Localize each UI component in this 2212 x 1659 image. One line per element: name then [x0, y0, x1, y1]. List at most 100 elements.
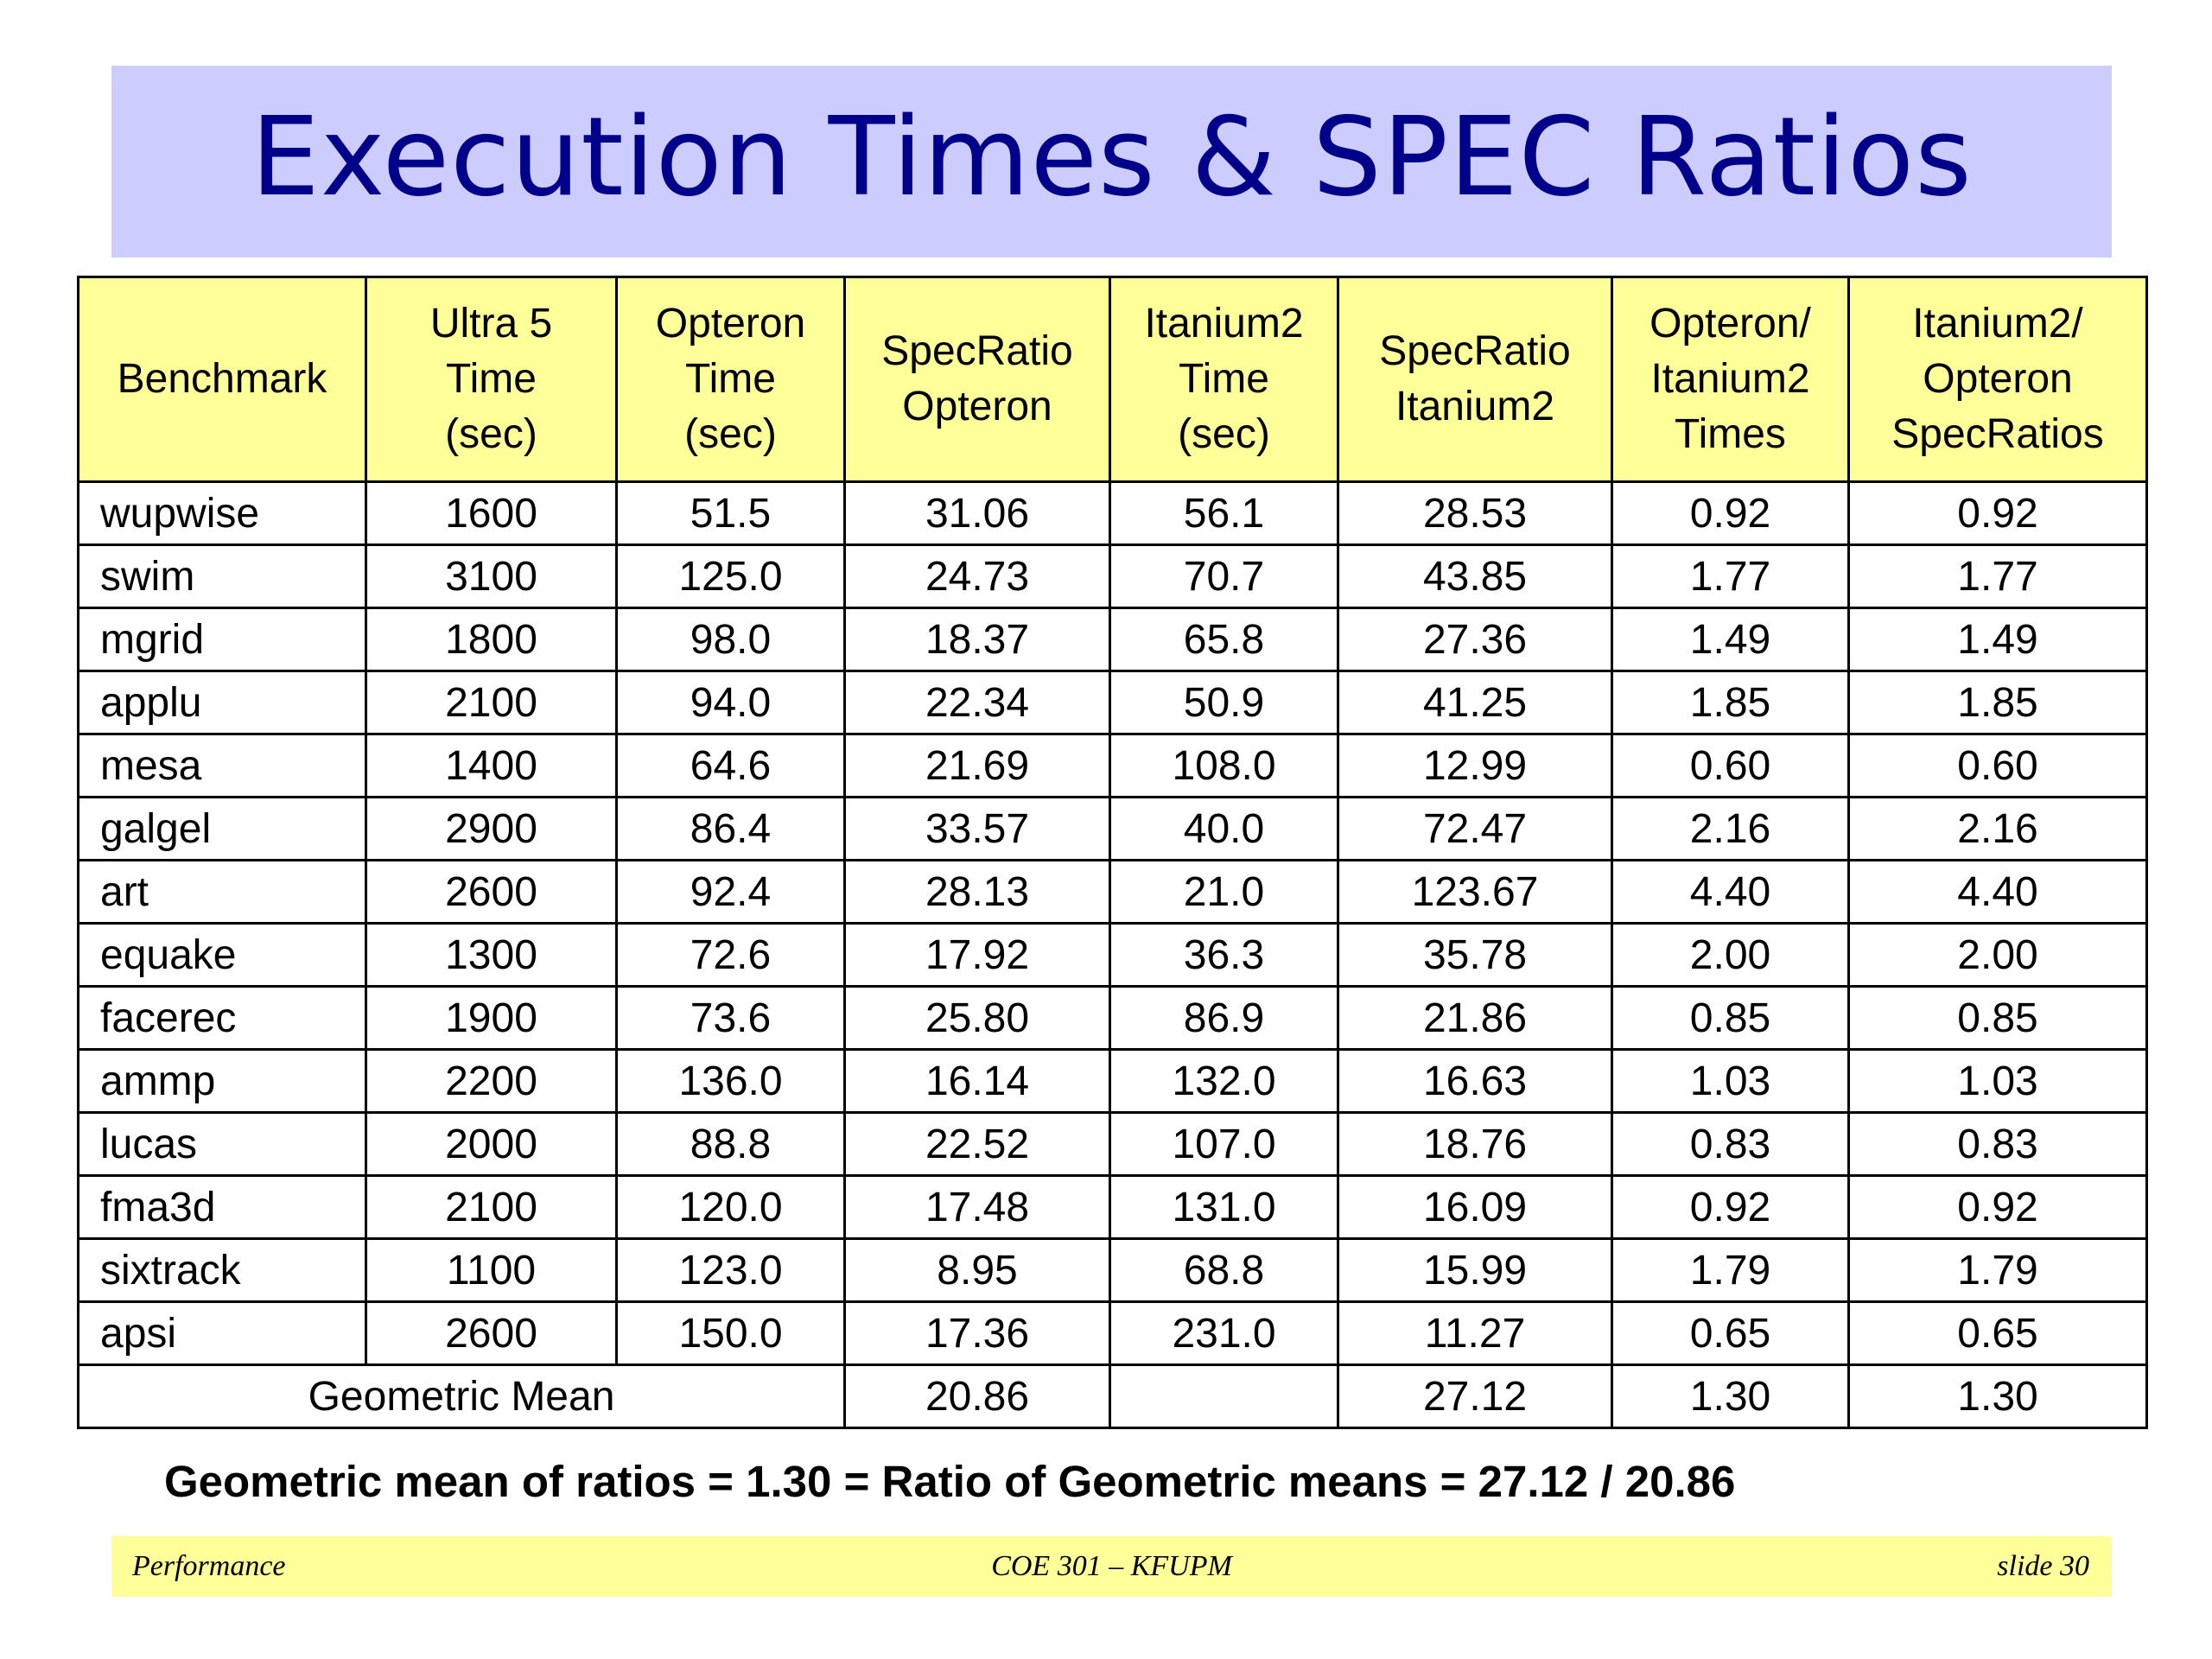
table-cell: 17.92: [843, 922, 1111, 988]
table-cell: 33.57: [843, 796, 1111, 861]
benchmark-name: galgel: [77, 796, 367, 861]
table-cell: 73.6: [615, 985, 846, 1051]
table-cell: 28.53: [1337, 480, 1613, 546]
table-cell: 68.8: [1109, 1237, 1339, 1303]
table-cell: 1.79: [1847, 1237, 2148, 1303]
table-cell: 11.27: [1337, 1300, 1613, 1366]
table-cell: 2100: [365, 670, 618, 735]
table-cell: 132.0: [1109, 1048, 1339, 1114]
table-cell: 1.49: [1847, 607, 2148, 672]
column-header: Itanium2/Opteron SpecRatios: [1847, 276, 2148, 483]
table-cell: 0.92: [1611, 480, 1850, 546]
table-cell: 21.86: [1337, 985, 1613, 1051]
benchmark-name: lucas: [77, 1111, 367, 1177]
table-cell: 16.09: [1337, 1174, 1613, 1240]
table-cell: 31.06: [843, 480, 1111, 546]
table-cell: 24.73: [843, 543, 1111, 609]
table-row: swim 3100 125.0 24.73 70.7 43.85 1.77 1.77: [77, 543, 2148, 609]
footer-course: COE 301 – KFUPM: [991, 1550, 1232, 1582]
table-body: wupwise 1600 51.5 31.06 56.1 28.53 0.92 0.92 swi…: [77, 480, 2148, 1366]
table-cell: 123.67: [1337, 859, 1613, 925]
column-header-line: Opteron: [902, 384, 1052, 429]
column-header-line: SpecRatio: [1379, 328, 1571, 374]
geometric-mean-itanium2-time: [1109, 1363, 1339, 1429]
table-cell: 22.52: [843, 1111, 1111, 1177]
title-bar: Execution Times & SPEC Ratios: [111, 66, 2112, 257]
table-cell: 1.79: [1611, 1237, 1850, 1303]
table-cell: 18.76: [1337, 1111, 1613, 1177]
table-cell: 1.03: [1611, 1048, 1850, 1114]
table-cell: 0.92: [1847, 1174, 2148, 1240]
benchmark-name: swim: [77, 543, 367, 609]
geometric-mean-itanium2-opteron-specratios: 1.30: [1847, 1363, 2148, 1429]
table-cell: 86.9: [1109, 985, 1339, 1051]
column-header-line: Times: [1675, 411, 1786, 457]
table-cell: 2.00: [1847, 922, 2148, 988]
table-cell: 125.0: [615, 543, 846, 609]
table-cell: 1.49: [1611, 607, 1850, 672]
column-header-line: Itanium2: [1395, 384, 1555, 429]
table-cell: 2.16: [1611, 796, 1850, 861]
table-cell: 22.34: [843, 670, 1111, 735]
geometric-mean-label: Geometric Mean: [77, 1363, 846, 1429]
benchmark-name: fma3d: [77, 1174, 367, 1240]
table-cell: 40.0: [1109, 796, 1339, 861]
table-cell: 2600: [365, 1300, 618, 1366]
benchmark-name: applu: [77, 670, 367, 735]
geometric-mean-opteron-itanium2-times: 1.30: [1611, 1363, 1850, 1429]
column-header-line: Itanium2: [1144, 301, 1304, 346]
table-cell: 70.7: [1109, 543, 1339, 609]
table-cell: 50.9: [1109, 670, 1339, 735]
table-cell: 0.83: [1611, 1111, 1850, 1177]
geometric-mean-specratio-opteron: 20.86: [843, 1363, 1111, 1429]
table-cell: 231.0: [1109, 1300, 1339, 1366]
table-cell: 98.0: [615, 607, 846, 672]
benchmark-name: apsi: [77, 1300, 367, 1366]
table-cell: 0.92: [1847, 480, 2148, 546]
table-cell: 21.69: [843, 733, 1111, 798]
benchmark-name: art: [77, 859, 367, 925]
table-cell: 107.0: [1109, 1111, 1339, 1177]
table-cell: 0.60: [1611, 733, 1850, 798]
table-row: fma3d 2100 120.0 17.48 131.0 16.09 0.92 0.92: [77, 1174, 2148, 1240]
table-cell: 123.0: [615, 1237, 846, 1303]
table-cell: 131.0: [1109, 1174, 1339, 1240]
table-cell: 1600: [365, 480, 618, 546]
table-cell: 43.85: [1337, 543, 1613, 609]
table-cell: 0.65: [1847, 1300, 2148, 1366]
table-cell: 2.16: [1847, 796, 2148, 861]
table-cell: 25.80: [843, 985, 1111, 1051]
table-row: mgrid 1800 98.0 18.37 65.8 27.36 1.49 1.49: [77, 607, 2148, 672]
table-cell: 65.8: [1109, 607, 1339, 672]
slide-title: Execution Times & SPEC Ratios: [251, 92, 1973, 220]
table-cell: 18.37: [843, 607, 1111, 672]
table-cell: 4.40: [1847, 859, 2148, 925]
column-header-line: Opteron: [1923, 356, 2073, 402]
table-cell: 36.3: [1109, 922, 1339, 988]
table-cell: 0.92: [1611, 1174, 1850, 1240]
table-cell: 2200: [365, 1048, 618, 1114]
table-cell: 2900: [365, 796, 618, 861]
table-cell: 64.6: [615, 733, 846, 798]
table-row: galgel 2900 86.4 33.57 40.0 72.47 2.16 2.16: [77, 796, 2148, 861]
benchmark-name: facerec: [77, 985, 367, 1051]
geometric-mean-note: Geometric mean of ratios = 1.30 = Ratio …: [164, 1457, 1736, 1506]
benchmark-name: mgrid: [77, 607, 367, 672]
table-cell: 8.95: [843, 1237, 1111, 1303]
geometric-mean-row: Geometric Mean 20.86 27.12 1.30 1.30: [77, 1363, 2148, 1429]
column-header-line: (sec): [684, 411, 777, 457]
table-cell: 51.5: [615, 480, 846, 546]
table-cell: 0.85: [1847, 985, 2148, 1051]
column-header: SpecRatio Itanium2: [1337, 276, 1613, 483]
benchmark-name: ammp: [77, 1048, 367, 1114]
table-cell: 1.85: [1847, 670, 2148, 735]
table-cell: 0.83: [1847, 1111, 2148, 1177]
column-header-line: Opteron/: [1649, 301, 1811, 346]
spec-ratio-table: Benchmark Ultra 5 Time (sec) Opteron Time (sec…: [77, 276, 2148, 1429]
benchmark-name: mesa: [77, 733, 367, 798]
table-cell: 28.13: [843, 859, 1111, 925]
column-header-line: Itanium2/: [1912, 301, 2083, 346]
table-cell: 92.4: [615, 859, 846, 925]
table-row: lucas 2000 88.8 22.52 107.0 18.76 0.83 0.83: [77, 1111, 2148, 1177]
table-row: wupwise 1600 51.5 31.06 56.1 28.53 0.92 0.92: [77, 480, 2148, 546]
